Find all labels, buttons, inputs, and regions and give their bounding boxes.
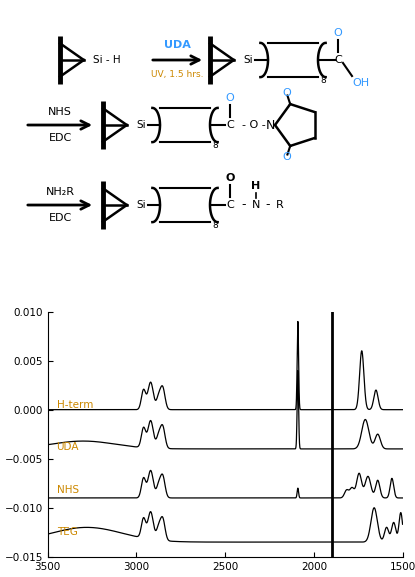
Text: H-term: H-term — [56, 400, 93, 410]
Text: -: - — [266, 198, 270, 212]
Text: 8: 8 — [320, 76, 326, 85]
Text: O: O — [226, 93, 234, 103]
Text: OH: OH — [352, 78, 369, 88]
Text: UDA: UDA — [56, 442, 79, 452]
Text: 8: 8 — [212, 141, 218, 150]
Text: UV, 1.5 hrs.: UV, 1.5 hrs. — [151, 70, 203, 79]
Text: 8: 8 — [212, 221, 218, 230]
Text: C: C — [226, 120, 234, 130]
Text: Si - H: Si - H — [93, 55, 121, 65]
Text: TEG: TEG — [56, 527, 78, 537]
Text: C: C — [334, 55, 342, 65]
Text: Si: Si — [136, 200, 146, 210]
Text: NHS: NHS — [48, 107, 72, 117]
Text: EDC: EDC — [49, 213, 72, 223]
Text: UDA: UDA — [164, 40, 190, 50]
Text: Si: Si — [136, 120, 146, 130]
Text: R: R — [276, 200, 284, 210]
Text: O: O — [334, 28, 342, 38]
Text: H: H — [251, 181, 261, 191]
Text: Si: Si — [243, 55, 253, 65]
Text: - O -: - O - — [242, 120, 266, 130]
Text: O: O — [282, 152, 291, 162]
Text: C: C — [226, 200, 234, 210]
Text: -: - — [242, 198, 246, 212]
Text: O: O — [225, 173, 235, 183]
Text: N: N — [252, 200, 260, 210]
Text: EDC: EDC — [49, 133, 72, 143]
Text: O: O — [282, 88, 291, 98]
Text: NHS: NHS — [56, 485, 79, 495]
Text: N: N — [265, 118, 275, 132]
Text: NH₂R: NH₂R — [46, 187, 75, 197]
